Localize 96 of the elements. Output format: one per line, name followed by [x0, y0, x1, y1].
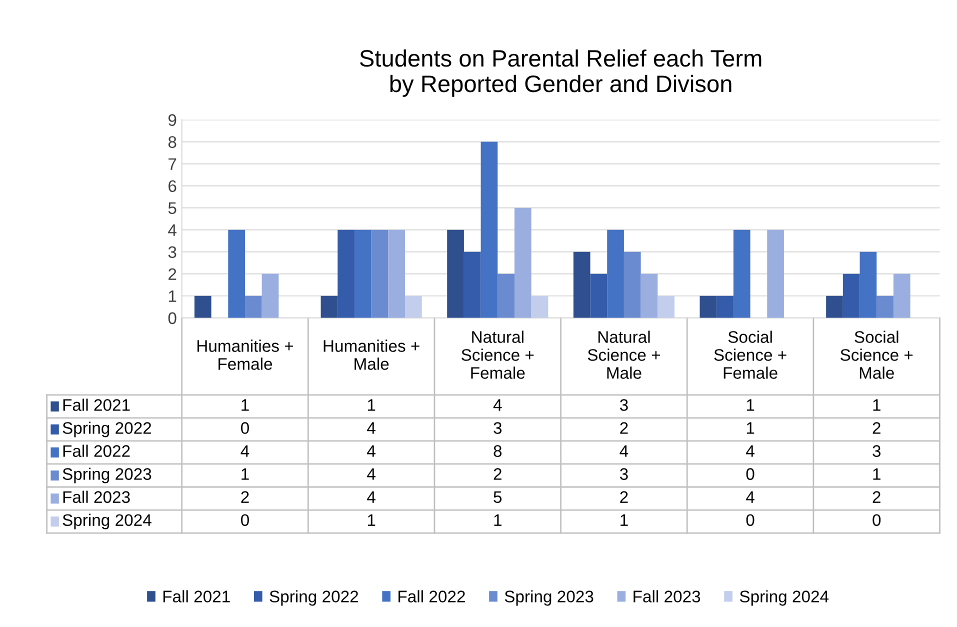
- data-label: 3: [620, 399, 628, 411]
- y-tick-label: 0: [168, 312, 176, 324]
- bar: [354, 230, 372, 318]
- bar: [498, 274, 514, 318]
- data-label: 0: [746, 514, 754, 526]
- data-label: 3: [494, 422, 502, 434]
- data-label: 4: [620, 445, 628, 457]
- y-tick-label: 5: [168, 202, 176, 214]
- data-label: 4: [367, 491, 376, 503]
- data-label: 1: [873, 399, 880, 411]
- bar: [244, 296, 262, 318]
- bar: [658, 296, 674, 318]
- text: Fall 2022: [398, 590, 465, 602]
- data-label: 0: [746, 468, 754, 480]
- data-label: 2: [620, 491, 628, 503]
- bar: [590, 274, 608, 318]
- data-label: 4: [367, 468, 376, 480]
- x-tick-label: Social Science + Male: [840, 330, 913, 379]
- data-label: 0: [872, 514, 881, 526]
- text: Fall 2021: [163, 590, 230, 602]
- bar: [531, 296, 548, 318]
- legend-label: Spring 2023: [62, 468, 152, 484]
- text: Spring 2023: [504, 590, 594, 606]
- bar: [826, 296, 843, 318]
- data-label: 1: [620, 514, 628, 526]
- x-tick-label: Social Science + Female: [714, 330, 786, 379]
- bar: [405, 296, 422, 318]
- bar: [860, 252, 877, 318]
- data-label: 1: [368, 399, 376, 411]
- data-label: 1: [746, 422, 754, 434]
- bar: [700, 296, 717, 318]
- y-tick-label: 3: [168, 246, 176, 258]
- data-label: 4: [746, 491, 754, 503]
- data-label: 1: [242, 399, 249, 411]
- bar: [607, 230, 624, 318]
- data-label: 1: [873, 468, 880, 480]
- bar: [573, 252, 590, 318]
- data-label: 8: [494, 445, 502, 457]
- y-tick-label: 2: [168, 268, 176, 280]
- x-tick-label: Humanities + Female: [197, 340, 294, 370]
- x-tick-label: Humanities + Male: [324, 340, 420, 370]
- data-label: 1: [746, 399, 754, 411]
- bar: [733, 230, 750, 318]
- bar: [876, 296, 894, 318]
- text: Spring 2022: [270, 590, 358, 606]
- bar: [767, 230, 784, 318]
- bar: [640, 274, 658, 318]
- data-label: 2: [620, 422, 628, 434]
- bar: [842, 274, 860, 318]
- y-tick-label: 9: [168, 114, 176, 126]
- bar: [447, 230, 464, 318]
- data-label: 0: [241, 422, 249, 434]
- data-label: 4: [493, 399, 502, 411]
- y-tick-label: 1: [168, 290, 176, 302]
- data-label: 2: [872, 422, 880, 434]
- legend-label: Fall 2022: [63, 444, 130, 457]
- data-label: 1: [368, 514, 376, 526]
- bar: [388, 230, 405, 318]
- data-label: 4: [367, 422, 376, 434]
- bar: [320, 296, 338, 318]
- data-label: 4: [746, 445, 754, 457]
- data-label: 3: [620, 468, 628, 480]
- data-label: 1: [494, 514, 502, 526]
- text: Fall 2023: [634, 590, 700, 602]
- data-label: 1: [242, 468, 249, 480]
- data-label: 2: [494, 468, 502, 480]
- x-tick-label: Natural Science + Male: [588, 330, 660, 379]
- data-label: 2: [872, 491, 880, 503]
- y-tick-label: 6: [168, 180, 176, 192]
- bar: [624, 252, 641, 318]
- legend-label: Spring 2022: [62, 422, 152, 438]
- bar: [228, 230, 245, 318]
- data-label: 4: [240, 445, 250, 457]
- data-label: 2: [241, 491, 249, 503]
- bar: [262, 274, 279, 318]
- legend-label: Spring 2024: [740, 590, 829, 606]
- legend-label: Fall 2021: [63, 398, 130, 411]
- bar: [371, 230, 388, 318]
- bar: [893, 274, 910, 318]
- data-label: 5: [494, 491, 502, 503]
- bar: [194, 296, 212, 318]
- bar: [338, 230, 354, 318]
- x-tick-label: Natural Science + Female: [462, 330, 534, 379]
- data-label: 4: [367, 445, 376, 457]
- legend-label: Fall 2023: [63, 490, 130, 503]
- bar: [480, 142, 498, 318]
- data-label: 3: [872, 445, 881, 457]
- y-tick-label: 8: [168, 136, 176, 148]
- bar: [514, 208, 532, 318]
- y-tick-label: 4: [168, 224, 176, 236]
- text: Spring 2024: [62, 514, 152, 530]
- chart-title: Students on Parental Relief each Term by Reported Gender and Divison: [360, 49, 762, 97]
- y-tick-label: 7: [168, 158, 176, 170]
- bar: [464, 252, 481, 318]
- data-label: 0: [241, 514, 249, 526]
- bar: [716, 296, 734, 318]
